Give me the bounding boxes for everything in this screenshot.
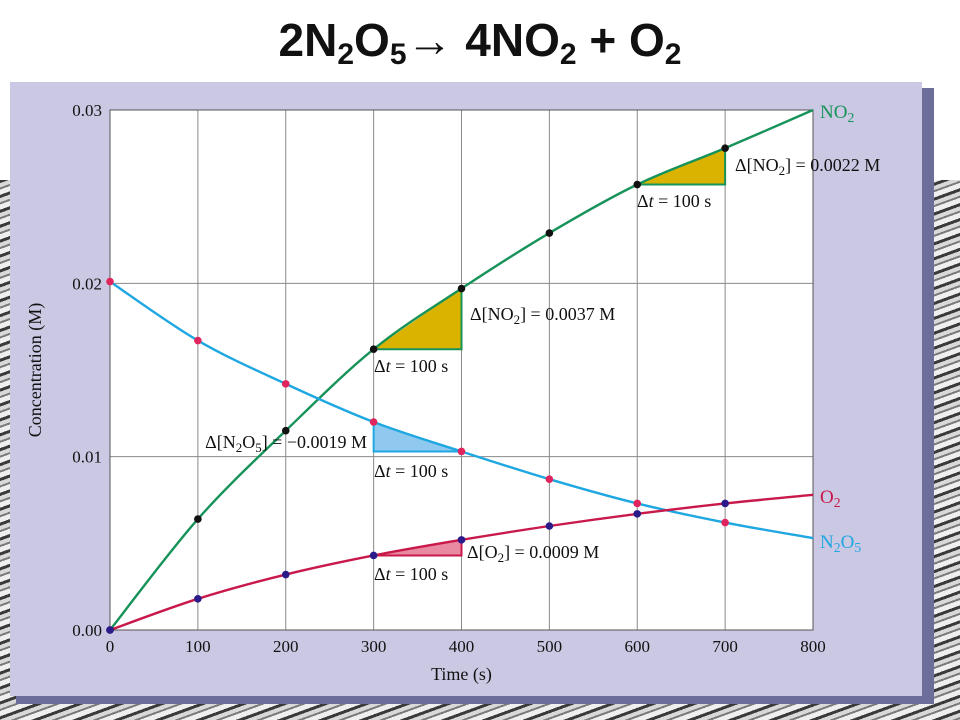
series-label: N2O5 xyxy=(820,532,861,555)
y-tick-label: 0.03 xyxy=(72,101,102,120)
x-tick-label: 700 xyxy=(712,637,738,656)
data-point xyxy=(721,518,729,527)
data-point xyxy=(633,499,642,508)
plot-frame xyxy=(109,109,814,631)
data-point xyxy=(194,515,202,523)
delta-time-label: Δt = 100 s xyxy=(374,356,448,376)
data-point xyxy=(281,380,290,388)
data-point xyxy=(106,626,114,634)
title-part: + O xyxy=(576,14,665,66)
x-tick-label: 500 xyxy=(537,637,563,656)
x-axis-label: Time (s) xyxy=(431,664,492,685)
title-subscript: 2 xyxy=(337,38,355,71)
data-point xyxy=(194,595,202,603)
data-point xyxy=(633,510,642,518)
title-subscript: 2 xyxy=(559,38,577,71)
delta-time-label: Δt = 100 s xyxy=(637,191,711,211)
data-point xyxy=(721,499,729,508)
data-point xyxy=(369,345,378,354)
series-label: NO2 xyxy=(820,102,854,125)
delta-time-label: Δt = 100 s xyxy=(374,461,448,481)
data-point xyxy=(281,570,290,579)
delta-concentration-label: Δ[NO2] = 0.0037 M xyxy=(470,304,615,327)
data-point xyxy=(633,180,642,189)
delta-concentration-label: Δ[O2] = 0.0009 M xyxy=(467,542,599,565)
x-tick-label: 0 xyxy=(106,637,115,656)
delta-concentration-label: Δ[N2O5] = −0.0019 M xyxy=(205,432,367,455)
delta-concentration-label: Δ[NO2] = 0.0022 M xyxy=(735,155,880,178)
series-label: O2 xyxy=(820,487,841,510)
y-tick-label: 0.00 xyxy=(72,621,102,640)
delta-triangle-edge xyxy=(637,148,727,186)
series-line xyxy=(109,108,814,631)
delta-triangle-edge xyxy=(372,422,462,453)
title-part: 2N xyxy=(278,14,338,66)
x-tick-label: 600 xyxy=(625,637,651,656)
title-part: O xyxy=(354,14,390,66)
data-point xyxy=(721,144,729,152)
x-tick-label: 400 xyxy=(449,637,475,656)
delta-triangle-edge xyxy=(373,288,463,351)
y-tick-label: 0.02 xyxy=(72,274,102,293)
delta-time-label: Δt = 100 s xyxy=(374,564,448,584)
data-point xyxy=(106,277,114,286)
data-point xyxy=(369,551,378,560)
data-point xyxy=(545,229,554,237)
x-tick-label: 200 xyxy=(273,637,299,656)
x-tick-label: 300 xyxy=(361,637,387,656)
title-subscript: 5 xyxy=(389,38,407,71)
data-point xyxy=(545,522,554,530)
data-point xyxy=(369,418,378,426)
data-point xyxy=(457,447,466,456)
data-point xyxy=(457,536,466,544)
y-axis-label: Concentration (M) xyxy=(25,303,46,437)
delta-triangle-edge xyxy=(373,539,463,557)
slide-title: 2N2O5→ 4NO2 + O2 xyxy=(0,0,960,80)
data-point xyxy=(194,336,202,345)
data-point xyxy=(281,426,290,435)
y-tick-label: 0.01 xyxy=(72,448,102,467)
x-tick-label: 800 xyxy=(800,637,826,656)
title-subscript: 2 xyxy=(664,38,682,71)
title-part: → 4NO xyxy=(406,14,560,66)
data-point xyxy=(545,475,554,484)
data-point xyxy=(457,284,466,293)
x-tick-label: 100 xyxy=(185,637,211,656)
